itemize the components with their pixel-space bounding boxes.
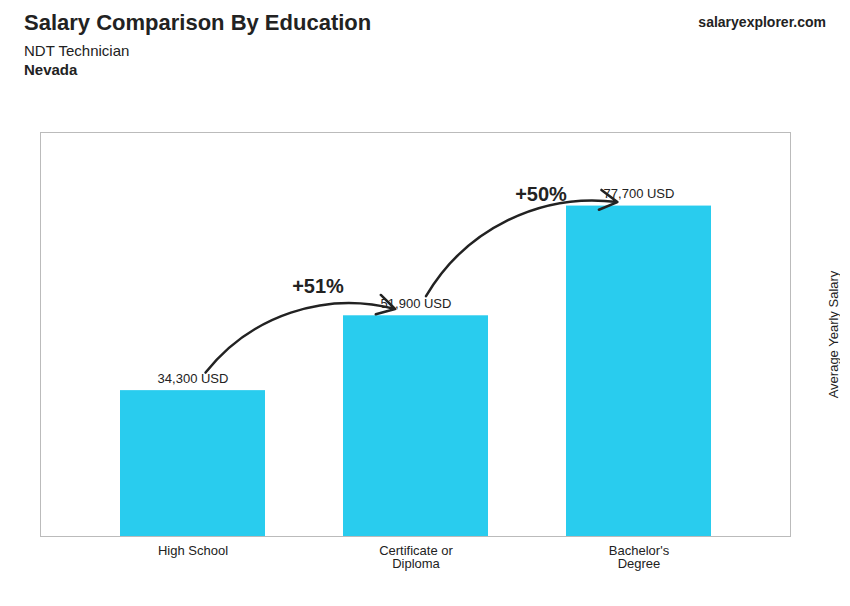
html-text:Nevada: Nevada (24, 61, 78, 78)
svg-text:51,900 USD: 51,900 USD (381, 296, 452, 311)
svg-text:High School: High School (158, 543, 228, 558)
svg-text:Bachelor'sDegree: Bachelor'sDegree (609, 543, 670, 571)
svg-text:34,300 USD: 34,300 USD (158, 371, 229, 386)
svg-text:+51%: +51% (292, 275, 344, 297)
svg-text:77,700 USD: 77,700 USD (604, 186, 675, 201)
svg-text:+50%: +50% (515, 183, 567, 205)
svg-text:Average Yearly Salary: Average Yearly Salary (826, 270, 841, 398)
html-text:NDT Technician: NDT Technician (24, 42, 130, 59)
html-text:salaryexplorer.com: salaryexplorer.com (698, 14, 826, 30)
html-text:Salary Comparison By Education: Salary Comparison By Education (24, 10, 372, 35)
svg-text:Certificate orDiploma: Certificate orDiploma (379, 543, 453, 571)
